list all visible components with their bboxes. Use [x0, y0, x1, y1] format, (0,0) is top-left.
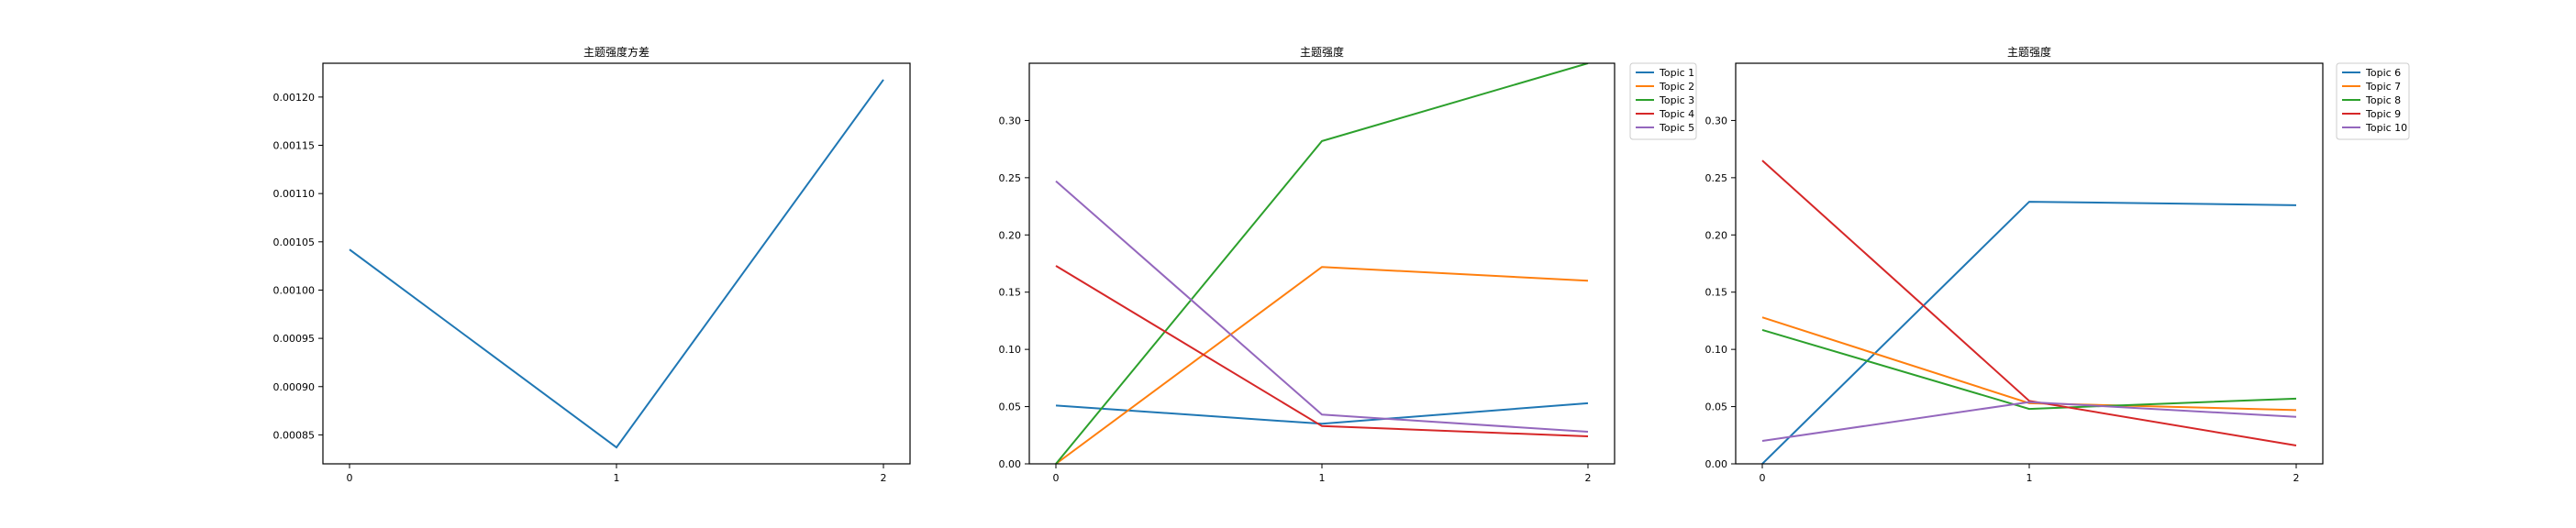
x-tick-label: 0: [347, 472, 353, 484]
y-tick-label: 0.15: [1705, 287, 1728, 299]
chart-3: 0 1 2 0.00 0.05 0.10 0.15 0.20 0.25 0.30 主题强度 Topic…: [1705, 45, 2410, 484]
series-line-topic-8: [1761, 328, 2297, 411]
series-line-topic-5: [1055, 180, 1589, 434]
x-tick-label: 1: [614, 472, 620, 484]
legend-box: [1629, 62, 1697, 140]
y-tick-label: 0.00090: [273, 381, 316, 393]
series-line-topic-4: [1055, 265, 1589, 438]
y-tick-label: 0.30: [999, 115, 1022, 126]
chart-title: 主题强度: [2007, 45, 2051, 59]
legend-label: Topic 10: [2365, 122, 2407, 134]
series-line: [349, 79, 884, 449]
y-tick-label: 0.00100: [273, 284, 316, 296]
y-tick-label: 0.00115: [273, 140, 316, 152]
chart-1: 0 1 2 0.00085 0.00090 0.00095 0.00100 0.00105 0.…: [273, 45, 911, 484]
y-tick-label: 0.20: [1705, 229, 1728, 241]
y-tick-label: 0.30: [1705, 115, 1728, 126]
y-tick-label: 0.00105: [273, 236, 316, 248]
y-tick-label: 0.00120: [273, 92, 316, 104]
chart-2: 0 1 2 0.00 0.05 0.10 0.15 0.20 0.25 0.30 主题强度 Topic…: [999, 45, 1697, 484]
series-line-topic-1: [1055, 402, 1589, 425]
y-tick-label: 0.10: [999, 344, 1022, 356]
series-line-topic-6: [1761, 201, 2297, 464]
y-tick-label: 0.15: [999, 287, 1022, 299]
legend-label: Topic 2: [1659, 81, 1694, 93]
series-line-topic-3: [1055, 63, 1589, 464]
x-tick-label: 2: [2293, 472, 2300, 484]
legend-box: [2336, 62, 2410, 140]
x-tick-label: 1: [1319, 472, 1326, 484]
legend-label: Topic 4: [1659, 108, 1694, 120]
legend-label: Topic 5: [1659, 122, 1694, 134]
y-tick-label: 0.20: [999, 229, 1022, 241]
x-tick-label: 0: [1760, 472, 1766, 484]
y-tick-label: 0.00095: [273, 333, 316, 345]
legend-label: Topic 1: [1659, 67, 1694, 79]
y-tick-label: 0.05: [1705, 402, 1728, 413]
x-tick-label: 2: [881, 472, 887, 484]
y-tick-label: 0.05: [999, 402, 1022, 413]
series-line-topic-2: [1055, 266, 1589, 464]
legend-label: Topic 3: [1659, 94, 1694, 106]
legend-label: Topic 7: [2365, 81, 2401, 93]
y-tick-label: 0.00110: [273, 188, 316, 200]
chart-title: 主题强度: [1300, 45, 1344, 59]
y-tick-label: 0.00: [999, 458, 1022, 470]
legend-label: Topic 6: [2365, 67, 2401, 79]
y-tick-label: 0.00: [1705, 458, 1728, 470]
chart-title: 主题强度方差: [583, 45, 650, 59]
legend-label: Topic 9: [2365, 108, 2401, 120]
legend-label: Topic 8: [2365, 94, 2401, 106]
x-tick-label: 0: [1053, 472, 1060, 484]
series-line-topic-10: [1761, 401, 2297, 443]
plot-frame: [1028, 62, 1616, 465]
y-tick-label: 0.25: [999, 172, 1022, 184]
plot-frame: [322, 62, 911, 465]
series-line-topic-9: [1761, 160, 2297, 447]
y-tick-label: 0.10: [1705, 344, 1728, 356]
y-tick-label: 0.00085: [273, 429, 316, 441]
x-tick-label: 1: [2026, 472, 2033, 484]
series-line-topic-7: [1761, 316, 2297, 412]
x-tick-label: 2: [1585, 472, 1592, 484]
y-tick-label: 0.25: [1705, 172, 1728, 184]
